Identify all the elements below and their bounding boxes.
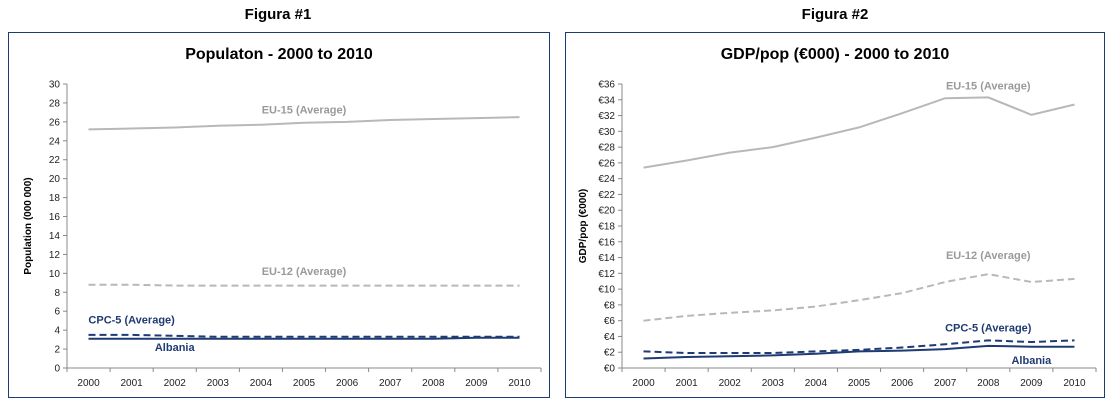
series-line-eu-12-average bbox=[643, 273, 1075, 322]
series-line-albania bbox=[643, 344, 1075, 360]
y-tick-label: 10 bbox=[49, 269, 61, 280]
series-line-albania bbox=[88, 336, 520, 340]
y-tick-label: 30 bbox=[49, 80, 61, 91]
y-tick-label: 24 bbox=[49, 136, 61, 147]
y-tick-label: 2 bbox=[54, 345, 60, 356]
series-annotation: Albania bbox=[1011, 355, 1052, 367]
x-tick-label: 2001 bbox=[121, 378, 144, 389]
chart-title: GDP/pop (€000) - 2000 to 2010 bbox=[721, 46, 950, 63]
series-annotation: EU-15 (Average) bbox=[946, 81, 1031, 93]
x-tick-label: 2002 bbox=[719, 378, 742, 389]
y-tick-label: 28 bbox=[49, 98, 61, 109]
series-line-cpc-5-average bbox=[88, 333, 520, 338]
gdp-chart: GDP/pop (€000) - 2000 to 2010 €0 €2 €4 €6 €8 €… bbox=[578, 46, 1097, 389]
y-tick-label: €0 bbox=[604, 364, 616, 375]
series-annotation: EU-15 (Average) bbox=[262, 104, 347, 116]
x-tick-label: 2010 bbox=[1063, 378, 1086, 389]
population-chart: Populaton - 2000 to 20100246810121416182… bbox=[23, 46, 542, 389]
y-tick-label: €20 bbox=[598, 206, 615, 217]
y-tick-label: 12 bbox=[49, 250, 61, 261]
y-tick-label: €18 bbox=[598, 222, 615, 233]
chart-panel-gdp: GDP/pop (€000) - 2000 to 2010 €0 €2 €4 €6 €8 €… bbox=[565, 32, 1105, 398]
y-tick-label: €10 bbox=[598, 285, 615, 296]
y-tick-label: 18 bbox=[49, 193, 61, 204]
y-tick-label: €16 bbox=[598, 237, 615, 248]
series-line-eu-15-average bbox=[88, 116, 520, 131]
y-tick-label: 26 bbox=[49, 117, 61, 128]
y-tick-label: €8 bbox=[604, 300, 616, 311]
x-tick-label: 2003 bbox=[207, 378, 230, 389]
y-tick-label: €28 bbox=[598, 143, 615, 154]
chart-title: Populaton - 2000 to 2010 bbox=[185, 46, 373, 63]
y-tick-label: €2 bbox=[604, 348, 616, 359]
x-tick-label: 2008 bbox=[422, 378, 445, 389]
x-tick-label: 2007 bbox=[934, 378, 957, 389]
y-tick-label: €4 bbox=[604, 332, 616, 343]
y-tick-label: €36 bbox=[598, 80, 615, 91]
x-tick-label: 2009 bbox=[1020, 378, 1043, 389]
x-tick-label: 2010 bbox=[508, 378, 531, 389]
series-annotation: Albania bbox=[155, 342, 196, 354]
x-tick-label: 2002 bbox=[164, 378, 187, 389]
x-tick-label: 2009 bbox=[465, 378, 488, 389]
x-tick-label: 2003 bbox=[762, 378, 785, 389]
x-tick-label: 2004 bbox=[805, 378, 828, 389]
x-tick-label: 2000 bbox=[632, 378, 655, 389]
y-tick-label: €26 bbox=[598, 158, 615, 169]
y-tick-label: €24 bbox=[598, 174, 615, 185]
figure-1-label: Figura #1 bbox=[244, 6, 312, 23]
figure-2-label: Figura #2 bbox=[801, 6, 869, 23]
chart-panel-population: Populaton - 2000 to 2010 0 2 4 6 8 10 12 14 16 18 2… bbox=[8, 32, 550, 398]
x-tick-label: 2008 bbox=[977, 378, 1000, 389]
series-line-eu-12-average bbox=[88, 283, 520, 287]
x-tick-label: 2005 bbox=[293, 378, 316, 389]
series-annotation: EU-12 (Average) bbox=[262, 266, 347, 278]
y-tick-label: €32 bbox=[598, 111, 615, 122]
x-tick-label: 2001 bbox=[676, 378, 699, 389]
series-annotation: CPC-5 (Average) bbox=[945, 323, 1032, 335]
series-annotation: CPC-5 (Average) bbox=[88, 315, 175, 327]
y-tick-label: €30 bbox=[598, 127, 615, 138]
y-tick-label: €14 bbox=[598, 253, 615, 264]
y-tick-label: €34 bbox=[598, 95, 615, 106]
y-tick-label: 8 bbox=[54, 288, 60, 299]
x-tick-label: 2000 bbox=[77, 378, 100, 389]
y-tick-label: 14 bbox=[49, 231, 61, 242]
y-tick-label: 0 bbox=[54, 364, 60, 375]
x-tick-label: 2004 bbox=[250, 378, 273, 389]
y-tick-label: €12 bbox=[598, 269, 615, 280]
y-tick-label: 6 bbox=[54, 307, 60, 318]
y-tick-label: €6 bbox=[604, 316, 616, 327]
y-tick-label: 22 bbox=[49, 155, 61, 166]
y-tick-label: 16 bbox=[49, 212, 61, 223]
x-tick-label: 2007 bbox=[379, 378, 402, 389]
x-tick-label: 2006 bbox=[336, 378, 359, 389]
y-tick-label: 20 bbox=[49, 174, 61, 185]
y-tick-label: €22 bbox=[598, 190, 615, 201]
x-tick-label: 2005 bbox=[848, 378, 871, 389]
series-annotation: EU-12 (Average) bbox=[946, 250, 1031, 262]
x-tick-label: 2006 bbox=[891, 378, 914, 389]
y-tick-label: 4 bbox=[54, 326, 60, 337]
series-line-eu-15-average bbox=[643, 96, 1075, 169]
y-axis-label: Population (000 000) bbox=[23, 177, 34, 274]
y-axis-label: GDP/pop (€000) bbox=[578, 189, 589, 263]
series-line-cpc-5-average bbox=[643, 339, 1075, 354]
